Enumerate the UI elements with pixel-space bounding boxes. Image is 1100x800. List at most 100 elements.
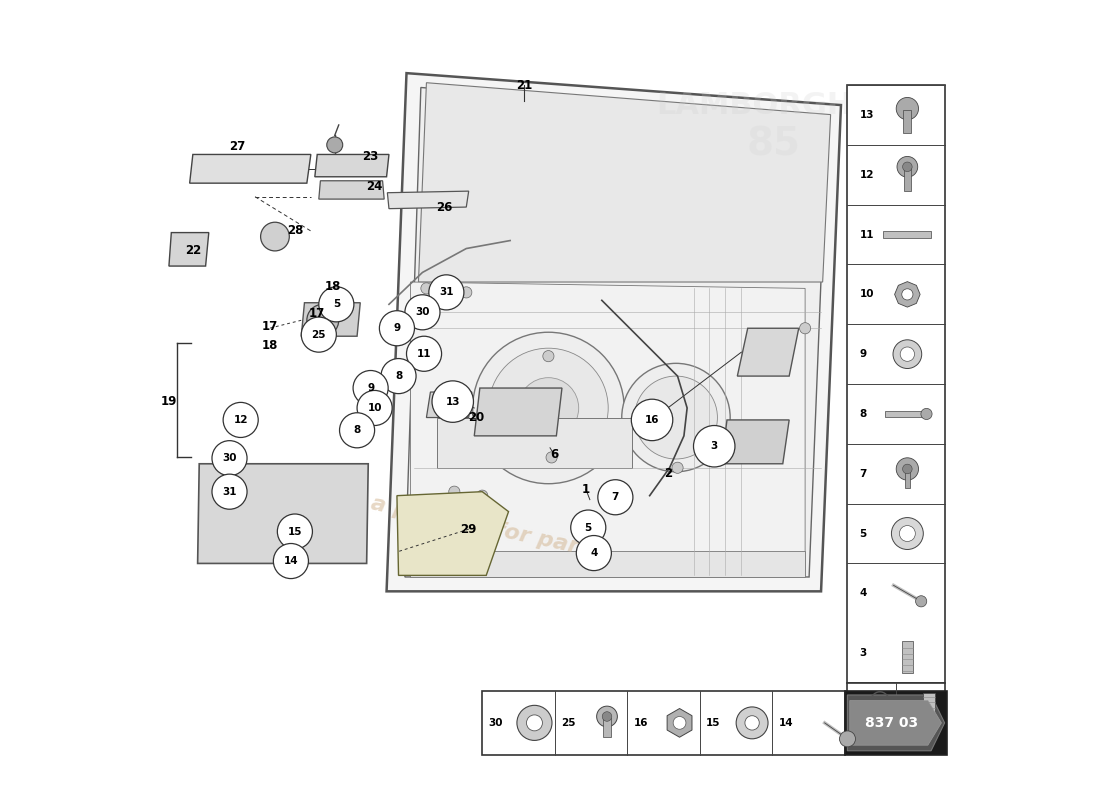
Circle shape <box>405 294 440 330</box>
Text: 15: 15 <box>706 718 721 728</box>
Text: 20: 20 <box>469 411 485 424</box>
Circle shape <box>635 376 717 459</box>
Text: a passion for parts: a passion for parts <box>368 494 604 562</box>
Text: 15: 15 <box>287 526 303 537</box>
Text: 5: 5 <box>584 522 592 533</box>
Polygon shape <box>410 282 805 577</box>
Polygon shape <box>418 82 830 282</box>
Bar <box>603 718 611 738</box>
Polygon shape <box>315 154 389 177</box>
Text: 30: 30 <box>488 718 503 728</box>
Circle shape <box>476 490 487 502</box>
Circle shape <box>473 332 624 484</box>
Circle shape <box>277 514 312 549</box>
Polygon shape <box>847 695 945 750</box>
Text: 7: 7 <box>859 469 867 478</box>
Text: 2: 2 <box>664 467 672 480</box>
Text: 5: 5 <box>859 529 867 538</box>
Text: 10: 10 <box>859 290 873 299</box>
Circle shape <box>340 413 375 448</box>
Text: 8: 8 <box>859 409 867 419</box>
Circle shape <box>693 426 735 467</box>
Circle shape <box>576 535 612 570</box>
Text: 30: 30 <box>415 307 430 318</box>
Circle shape <box>571 510 606 545</box>
Circle shape <box>517 706 552 741</box>
Circle shape <box>902 289 913 300</box>
Text: 12: 12 <box>859 170 873 180</box>
Circle shape <box>261 222 289 251</box>
Circle shape <box>597 480 632 515</box>
Circle shape <box>421 283 432 294</box>
Text: 13: 13 <box>446 397 460 406</box>
Text: 27: 27 <box>230 140 245 153</box>
Circle shape <box>903 464 912 474</box>
Circle shape <box>429 275 464 310</box>
Text: 9: 9 <box>394 323 400 334</box>
Bar <box>482 691 845 754</box>
Circle shape <box>301 317 337 352</box>
Text: 31: 31 <box>222 486 236 497</box>
Circle shape <box>432 381 473 422</box>
Circle shape <box>903 162 912 171</box>
Circle shape <box>212 474 248 510</box>
Circle shape <box>672 462 683 474</box>
Bar <box>903 110 911 133</box>
Circle shape <box>896 458 918 480</box>
Polygon shape <box>386 73 842 591</box>
Text: 8: 8 <box>353 426 361 435</box>
Polygon shape <box>405 87 827 577</box>
Bar <box>847 85 945 683</box>
Circle shape <box>673 717 686 730</box>
Text: 29: 29 <box>461 522 477 536</box>
Text: 17: 17 <box>309 307 326 321</box>
Circle shape <box>441 285 452 295</box>
Text: 13: 13 <box>859 110 873 120</box>
Polygon shape <box>387 191 469 209</box>
Circle shape <box>223 402 258 438</box>
Text: 7: 7 <box>612 492 619 502</box>
Text: 25: 25 <box>311 330 326 340</box>
Text: 16: 16 <box>645 415 659 425</box>
Bar <box>905 470 910 488</box>
Polygon shape <box>410 551 805 577</box>
Circle shape <box>358 390 393 426</box>
Circle shape <box>307 304 339 336</box>
Text: 11: 11 <box>859 230 873 239</box>
Circle shape <box>381 358 416 394</box>
Circle shape <box>449 486 460 498</box>
Circle shape <box>891 518 923 550</box>
Polygon shape <box>189 154 311 183</box>
Circle shape <box>353 370 388 406</box>
Bar <box>845 691 947 754</box>
Circle shape <box>542 350 554 362</box>
Text: 3: 3 <box>859 648 867 658</box>
Bar <box>902 641 913 673</box>
Circle shape <box>596 706 617 727</box>
Bar <box>886 410 925 417</box>
Text: 3: 3 <box>711 442 718 451</box>
Text: 18: 18 <box>261 339 277 352</box>
Text: 25: 25 <box>561 718 575 728</box>
Circle shape <box>736 707 768 739</box>
Bar <box>437 418 632 468</box>
Text: 12: 12 <box>233 415 248 425</box>
Circle shape <box>327 137 343 153</box>
Polygon shape <box>198 464 368 563</box>
Text: 14: 14 <box>284 556 298 566</box>
Text: 18: 18 <box>324 280 341 294</box>
Text: 10: 10 <box>367 403 382 413</box>
Text: 17: 17 <box>262 320 277 333</box>
Polygon shape <box>737 328 799 376</box>
Circle shape <box>745 716 759 730</box>
Text: 30: 30 <box>222 453 236 463</box>
Circle shape <box>921 408 932 419</box>
Circle shape <box>527 715 542 731</box>
Text: 9: 9 <box>859 349 867 359</box>
Circle shape <box>461 286 472 298</box>
Circle shape <box>900 347 914 362</box>
Circle shape <box>488 348 608 468</box>
Text: 3: 3 <box>903 702 911 712</box>
Text: 11: 11 <box>417 349 431 358</box>
Text: 24: 24 <box>366 180 383 193</box>
